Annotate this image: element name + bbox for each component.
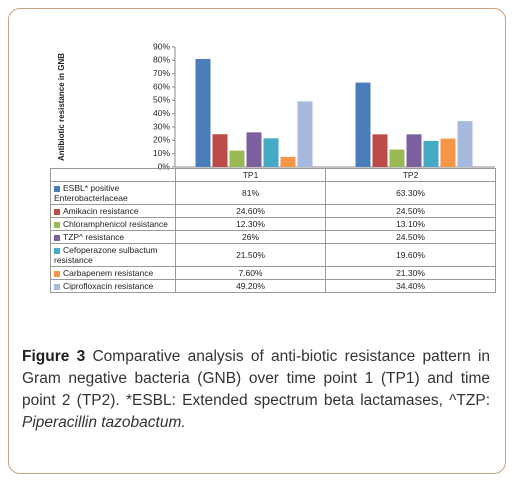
bar <box>246 132 262 167</box>
caption-italic: Piperacillin tazobactum. <box>22 414 186 431</box>
y-tick-label: 0% <box>158 161 171 171</box>
table-value: 21.50% <box>175 243 326 267</box>
table-row: Cefoperazone sulbactum resistance 21.50% 1… <box>50 243 496 267</box>
table-value: 19.60% <box>325 243 496 267</box>
legend-cell: TZP^ resistance <box>50 230 176 244</box>
legend-key <box>54 270 60 277</box>
legend-label: Cefoperazone sulbactum resistance <box>54 245 158 265</box>
table-value: 81% <box>175 181 326 205</box>
legend-label: Amikacin resistance <box>63 206 139 216</box>
bar <box>355 82 371 167</box>
x-tick-label: TP1 <box>175 168 326 182</box>
table-value: 12.30% <box>175 217 326 231</box>
figure-caption: Figure 3 Comparative analysis of anti-bi… <box>22 346 490 434</box>
legend-cell: Ciprofloxacin resistance <box>50 279 176 293</box>
table-row: TZP^ resistance 26% 24.50% <box>50 230 496 244</box>
table-row: Chloramphenicol resistance 12.30% 13.10% <box>50 217 496 231</box>
table-value: 24.50% <box>325 204 496 218</box>
table-value: 21.30% <box>325 266 496 280</box>
table-value: 34.40% <box>325 279 496 293</box>
caption-text: Comparative analysis of anti-biotic resi… <box>22 348 491 409</box>
legend-cell: Amikacin resistance <box>50 204 176 218</box>
bar <box>457 121 473 167</box>
y-tick-label: 40% <box>153 108 170 118</box>
bar <box>440 138 456 167</box>
bar <box>212 134 228 167</box>
y-tick-label: 70% <box>153 68 170 78</box>
table-value: 49.20% <box>175 279 326 293</box>
legend-key <box>54 208 60 215</box>
table-value: 24.50% <box>325 230 496 244</box>
bar <box>372 134 388 167</box>
legend-key <box>54 247 60 254</box>
table-row: Amikacin resistance 24.60% 24.50% <box>50 204 496 218</box>
legend-label: Ciprofloxacin resistance <box>63 281 154 291</box>
legend-label: TZP^ resistance <box>63 232 125 242</box>
legend-label: Carbapenem resistance <box>63 268 154 278</box>
legend-label: Chloramphenicol resistance <box>63 219 168 229</box>
x-tick-label: TP2 <box>325 168 496 182</box>
y-tick-label: 80% <box>153 55 170 65</box>
table-value: 63.30% <box>325 181 496 205</box>
legend-key <box>54 221 60 228</box>
bar <box>406 134 422 167</box>
y-axis-label: Antibiotic resistance in GNB <box>57 53 66 161</box>
y-tick-label: 10% <box>153 148 170 158</box>
table-value: 7.60% <box>175 266 326 280</box>
table-value: 13.10% <box>325 217 496 231</box>
table-row: Carbapenem resistance 7.60% 21.30% <box>50 266 496 280</box>
table-value: 26% <box>175 230 326 244</box>
y-tick-label: 60% <box>153 81 170 91</box>
bar <box>195 59 211 167</box>
legend-cell: ESBL* positive Enterobacterlaceae <box>50 181 176 205</box>
y-tick-label: 90% <box>153 41 170 51</box>
table-corner <box>50 168 176 182</box>
y-tick-label: 50% <box>153 95 170 105</box>
figure-frame <box>8 8 506 474</box>
table-header-row: TP1 TP2 <box>50 168 496 182</box>
legend-label: ESBL* positive Enterobacterlaceae <box>54 183 128 203</box>
bar <box>389 149 405 167</box>
y-tick-label: 30% <box>153 121 170 131</box>
y-tick-label: 20% <box>153 135 170 145</box>
data-table: TP1 TP2 ESBL* positive Enterobacterlaceae 8… <box>50 168 496 293</box>
bar <box>263 138 279 167</box>
legend-cell: Cefoperazone sulbactum resistance <box>50 243 176 267</box>
caption-label: Figure 3 <box>22 348 86 365</box>
legend-cell: Carbapenem resistance <box>50 266 176 280</box>
table-row: Ciprofloxacin resistance 49.20% 34.40% <box>50 279 496 293</box>
bar <box>280 156 296 167</box>
bar <box>229 150 245 167</box>
legend-key <box>54 234 60 241</box>
bar <box>423 140 439 167</box>
table-row: ESBL* positive Enterobacterlaceae 81% 63.3… <box>50 181 496 205</box>
legend-key <box>54 283 60 290</box>
legend-cell: Chloramphenicol resistance <box>50 217 176 231</box>
legend-key <box>54 185 60 192</box>
table-value: 24.60% <box>175 204 326 218</box>
bar <box>297 101 313 167</box>
